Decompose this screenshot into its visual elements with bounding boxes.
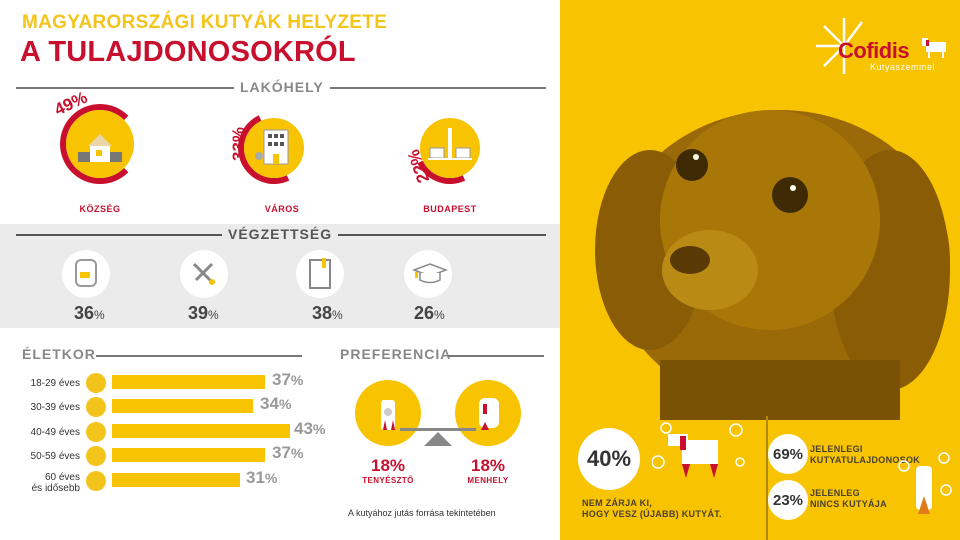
scale-fulcrum-icon (424, 432, 452, 446)
location-label: BUDAPEST (423, 204, 477, 214)
education-percent: 26% (414, 303, 445, 323)
sun-icon (816, 18, 863, 74)
education-percent: 39% (188, 303, 219, 323)
location-label: KÖZSÉG (79, 204, 121, 214)
brand-tagline: Kutyaszemmel (870, 62, 936, 72)
preference-caption: A kutyához jutás forrása tekintetében (348, 508, 496, 518)
tools-icon (180, 250, 228, 298)
section-divider (96, 355, 302, 357)
person-icon (86, 471, 106, 491)
shelter-dog-icon (455, 380, 521, 446)
section-title-eletkor: ÉLETKOR (22, 346, 96, 362)
walking-dog-icon (652, 422, 745, 478)
shelter-label: MENHELY (467, 476, 509, 485)
location-percent: 33% (229, 126, 249, 162)
person-icon (86, 446, 106, 466)
book-icon (296, 250, 344, 298)
cofidis-logo: Cofidis Kutyaszemmel (814, 16, 954, 86)
section-divider (448, 355, 544, 357)
house-icon (66, 110, 134, 178)
age-bar (112, 448, 265, 462)
no-dog-percent-badge: 23% (768, 480, 808, 520)
buy-percent-badge: 40% (578, 428, 640, 490)
heroes-square-icon (420, 118, 480, 178)
section-title-vegzettseg: VÉGZETTSÉG (222, 226, 339, 242)
location-varos: 33% (227, 101, 321, 195)
section-title-preferencia: PREFERENCIA (340, 346, 452, 362)
buy-text: NEM ZÁRJA KI, HOGY VESZ (ÚJABB) KUTYÁT. (582, 498, 722, 519)
person-icon (86, 373, 106, 393)
education-percent: 36% (74, 303, 105, 323)
page-title: A TULAJDONOSOKRÓL (20, 36, 356, 68)
age-bar (112, 399, 253, 413)
logo-dog-icon (922, 38, 946, 58)
owners-text: JELENLEGI KUTYATULAJDONOSOK (810, 444, 921, 465)
scale-beam (400, 428, 476, 431)
age-bar (112, 375, 265, 389)
building-icon (244, 118, 304, 178)
person-icon (86, 422, 106, 442)
breeder-label: TENYÉSZTŐ (362, 476, 414, 485)
person-icon (86, 397, 106, 417)
percent-arc (60, 104, 140, 184)
dog-photo (595, 110, 950, 420)
graduation-cap-icon (404, 250, 452, 298)
shelter-percent: 18% (470, 456, 506, 475)
location-budapest: 22% (404, 101, 497, 195)
location-kozseg: 49% (51, 88, 140, 184)
breeder-dog-icon (355, 380, 421, 446)
owners-percent-badge: 69% (768, 434, 808, 474)
section-title-lakohely: LAKÓHELY (234, 79, 330, 95)
education-percent: 38% (312, 303, 343, 323)
no-dog-text: JELENLEG NINCS KUTYÁJA (810, 488, 887, 509)
brand-name: Cofidis (838, 38, 910, 63)
age-bar (112, 424, 290, 438)
stats-divider (766, 416, 768, 540)
backpack-icon (62, 250, 110, 298)
sitting-dog-icon (898, 452, 952, 514)
page-supertitle: MAGYARORSZÁGI KUTYÁK HELYZETE (22, 12, 388, 33)
breeder-percent: 18% (370, 456, 406, 475)
location-label: VÁROS (264, 204, 300, 214)
age-bar (112, 473, 240, 487)
